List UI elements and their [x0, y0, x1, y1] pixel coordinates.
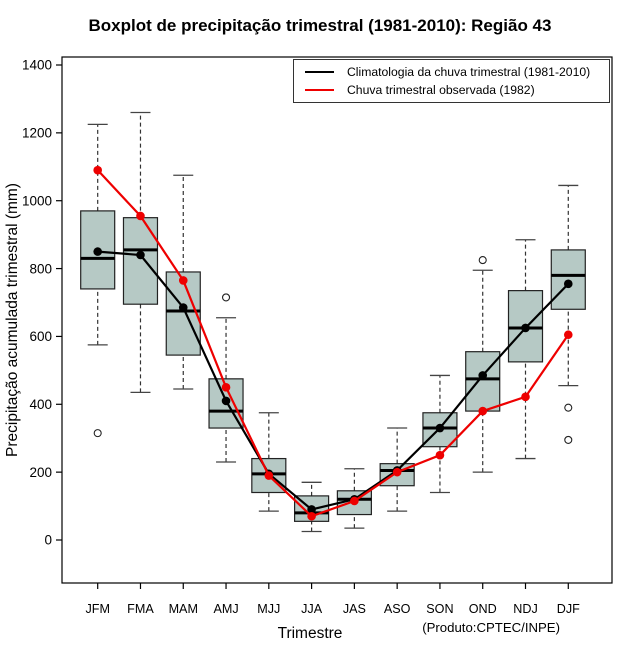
legend-item-climatology: Climatologia da chuva trimestral (1981-2… — [294, 65, 609, 80]
chart-title: Boxplot de precipitação trimestral (1981… — [88, 16, 552, 35]
observed-line-swatch-icon — [305, 89, 334, 91]
series-point-1 — [350, 496, 359, 506]
outlier-point — [93, 429, 102, 438]
x-tick-label: JAS — [343, 602, 366, 616]
legend: Climatologia da chuva trimestral (1981-2… — [293, 59, 610, 103]
boxplot-MJJ — [251, 412, 287, 512]
series-point-1 — [307, 511, 316, 521]
x-tick-label: MJJ — [257, 602, 280, 616]
series-point-1 — [221, 383, 231, 392]
series-point-0 — [136, 250, 145, 260]
boxplot-OND — [465, 256, 501, 473]
series-point-0 — [563, 279, 573, 289]
series-point-1 — [521, 392, 530, 402]
legend-label-observed: Chuva trimestral observada (1982) — [347, 83, 535, 97]
outlier-point — [564, 435, 573, 444]
boxplot-NDJ — [507, 239, 544, 460]
outlier-point — [564, 403, 573, 412]
y-axis-title: Precipitação acumulada trimestral (mm) — [4, 183, 21, 457]
x-tick-label: DJF — [557, 602, 580, 616]
legend-item-observed: Chuva trimestral observada (1982) — [294, 83, 609, 98]
y-tick-label: 1000 — [22, 193, 52, 208]
x-tick-label: JFM — [85, 602, 109, 616]
x-tick-label: NDJ — [513, 602, 538, 616]
x-tick-label: MAM — [169, 602, 198, 616]
series-point-1 — [392, 467, 402, 477]
x-tick-label: JJA — [301, 602, 323, 616]
plot-border — [61, 56, 613, 584]
series-point-1 — [93, 165, 102, 175]
outlier-point — [478, 256, 487, 265]
series-point-1 — [136, 211, 145, 221]
y-tick-label: 1200 — [22, 126, 52, 141]
series-point-0 — [93, 247, 102, 256]
x-tick-label: FMA — [127, 602, 154, 616]
y-tick-label: 1400 — [22, 58, 52, 73]
series-point-1 — [178, 276, 188, 285]
series-point-0 — [221, 396, 231, 406]
outlier-point — [221, 293, 231, 302]
series-point-0 — [178, 303, 188, 312]
boxplot-SON — [422, 374, 458, 494]
x-tick-label: SON — [426, 602, 453, 616]
series-point-0 — [478, 371, 488, 380]
series-point-0 — [435, 423, 445, 433]
source-note: (Produto:CPTEC/INPE) — [422, 620, 560, 635]
chart-layer: 0 200 400 600 800 1000 1200 1400 JFM FMA MAM AMJ MJJ… — [22, 56, 613, 616]
series-point-0 — [521, 323, 530, 333]
series-line-0 — [97, 250, 570, 511]
climatology-line-swatch-icon — [305, 71, 334, 73]
x-axis-title: Trimestre — [278, 625, 343, 642]
boxplot-DJF — [550, 184, 586, 444]
series-point-0 — [307, 505, 316, 514]
series-line-1 — [96, 169, 570, 518]
legend-label-climatology: Climatologia da chuva trimestral (1981-2… — [347, 65, 591, 79]
x-tick-label: OND — [469, 602, 497, 616]
iqr-box — [165, 271, 201, 356]
y-tick-label: 0 — [44, 533, 52, 548]
series-point-1 — [478, 406, 488, 416]
series-point-1 — [264, 471, 274, 480]
series-point-1 — [563, 330, 573, 340]
x-tick-label: ASO — [384, 602, 411, 616]
y-tick-label: 400 — [29, 397, 52, 412]
iqr-box — [122, 217, 159, 305]
series-point-1 — [435, 450, 445, 460]
boxplot-MAM — [165, 174, 201, 390]
y-tick-label: 600 — [29, 329, 52, 344]
y-tick-label: 200 — [29, 465, 52, 480]
x-tick-label: AMJ — [213, 602, 238, 616]
y-tick-label: 800 — [29, 261, 52, 276]
boxplot-AMJ — [208, 293, 244, 463]
